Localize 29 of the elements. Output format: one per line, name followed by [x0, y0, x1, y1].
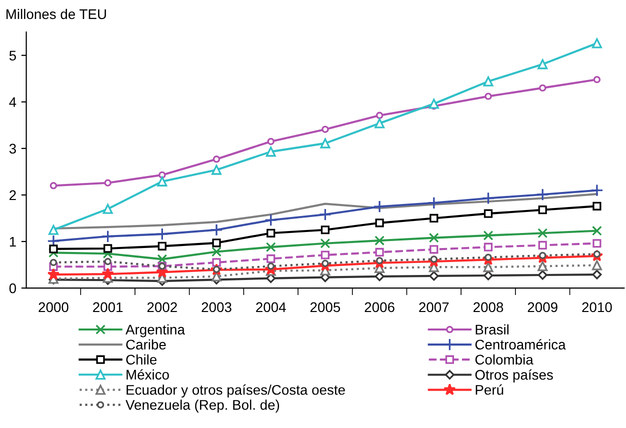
legend-label: Brasil: [476, 324, 508, 335]
y-axis-title: Millones de TEU: [6, 8, 106, 20]
x-tick-label: 2004: [256, 302, 286, 312]
y-tick-label: 3: [9, 144, 16, 154]
legend-label: Ecuador y otros países/Costa oeste: [126, 384, 345, 398]
legend-label: Venezuela (Rep. Bol. de): [126, 400, 280, 413]
legend-label: Colombia: [475, 354, 534, 365]
y-tick-label: 1: [10, 236, 16, 247]
legend-label: Otros países: [475, 369, 553, 383]
x-tick-label: 2008: [474, 302, 504, 312]
legend-label: Perú: [476, 384, 504, 395]
y-tick-label: 4: [9, 97, 16, 107]
legend-label: Argentina: [126, 324, 185, 338]
legend-label: México: [126, 369, 169, 380]
y-tick-label: 2: [10, 190, 16, 200]
x-tick-label: 2003: [202, 302, 232, 312]
x-tick-label: 2010: [582, 302, 612, 312]
legend-label: Chile: [126, 354, 157, 365]
y-tick-label: 5: [9, 50, 16, 61]
x-tick-label: 2001: [93, 302, 123, 312]
x-tick-label: 2005: [310, 302, 340, 312]
x-tick-label: 2000: [38, 302, 68, 312]
y-tick-label: 0: [9, 283, 16, 294]
legend-label: Centroamérica: [475, 339, 566, 350]
legend-label: Caribe: [126, 339, 166, 350]
x-tick-label: 2002: [147, 302, 177, 312]
x-tick-label: 2006: [364, 302, 394, 312]
x-tick-label: 2009: [528, 302, 558, 312]
x-tick-label: 2007: [419, 302, 449, 312]
